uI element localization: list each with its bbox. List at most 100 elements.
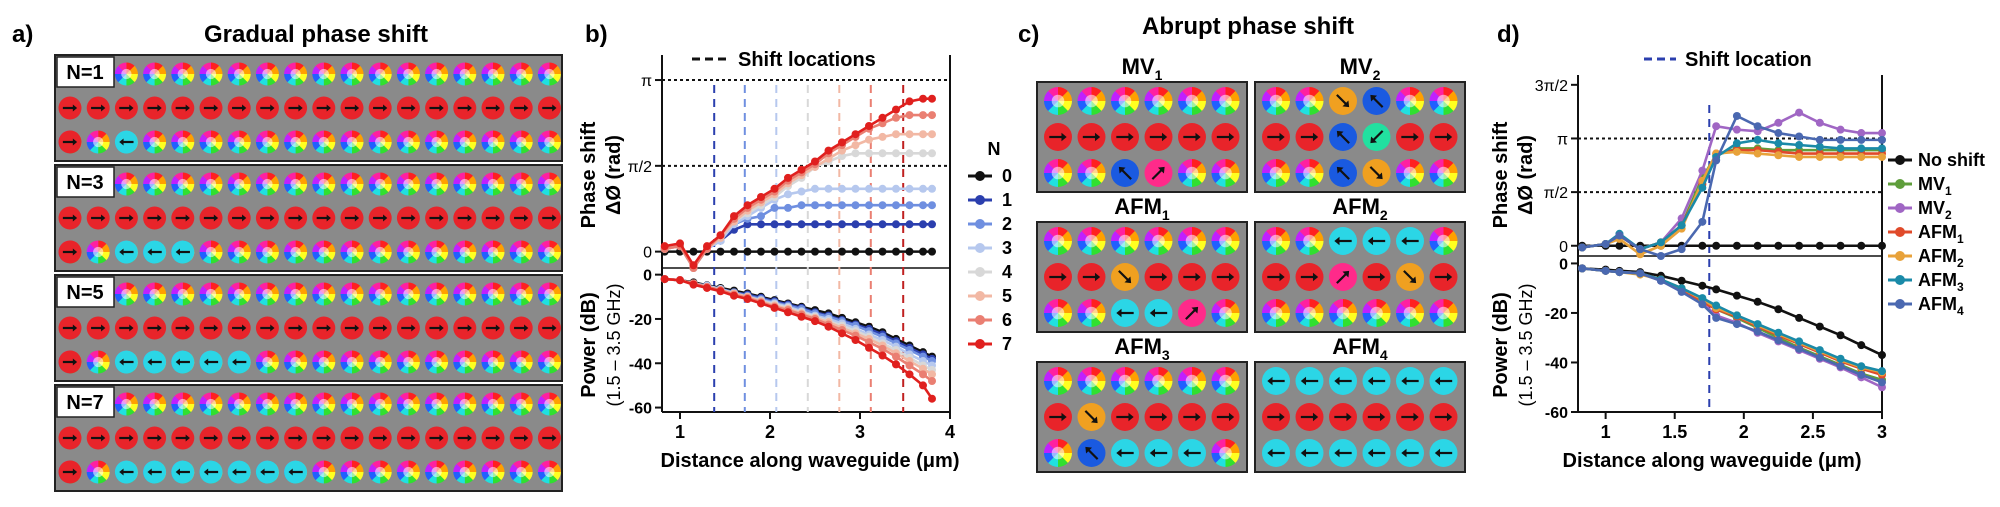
magnetization-cell <box>227 350 251 374</box>
arrowhead-icon <box>213 104 219 112</box>
data-point <box>851 220 860 229</box>
data-point <box>1795 313 1804 322</box>
vortex-core <box>1437 94 1450 108</box>
vortex-core <box>1403 306 1417 320</box>
data-point <box>905 149 914 158</box>
vortex-core <box>459 246 470 258</box>
data-point <box>1836 152 1845 161</box>
data-point <box>1836 125 1845 134</box>
magnetization-cell <box>1396 227 1424 255</box>
magnetization-cell <box>255 426 279 450</box>
vortex-core <box>516 68 527 80</box>
data-point <box>1601 266 1610 275</box>
data-point <box>878 247 887 256</box>
chart-b-legend-title: Shift locations <box>738 49 876 71</box>
data-point <box>1677 287 1686 296</box>
vortex-core <box>375 356 386 368</box>
vortex-core <box>205 68 217 80</box>
data-point <box>743 247 752 256</box>
vortex-core <box>262 178 273 190</box>
legend-label-main: AFM <box>1918 270 1957 290</box>
data-point <box>905 97 914 106</box>
magnetization-cell <box>143 350 167 374</box>
legend-label-sub: 4 <box>1957 304 1964 318</box>
data-point <box>1774 151 1783 160</box>
grid-title-sub: 2 <box>1380 207 1388 223</box>
spin-block: N=7 <box>54 384 563 492</box>
y-tick-label: -60 <box>629 401 652 418</box>
vortex-core <box>1370 306 1383 320</box>
arrowhead-icon <box>439 104 444 112</box>
magnetization-cell <box>255 96 279 120</box>
data-point <box>865 201 873 210</box>
data-point <box>797 247 806 256</box>
magnetization-cell <box>509 206 533 230</box>
data-point <box>892 130 900 139</box>
legend-label: AFM3 <box>1918 270 1964 294</box>
legend-label: 7 <box>1002 334 1012 354</box>
chart-d-phase-ylabel-2: ΔØ (rad) <box>1515 135 1537 215</box>
data-point <box>730 247 738 256</box>
magnetization-cell <box>453 316 477 340</box>
grid-title-main: AFM <box>1332 334 1380 359</box>
data-point <box>1698 281 1707 290</box>
vortex-core <box>234 136 245 148</box>
grid-title: MV1 <box>1122 54 1163 83</box>
vortex-core <box>1152 374 1165 388</box>
vortex-core <box>149 178 160 190</box>
vortex-core <box>1269 306 1283 320</box>
vortex-core <box>346 178 358 190</box>
series-line <box>1581 148 1882 251</box>
arrowhead-icon <box>129 214 134 222</box>
magnetization-cell <box>1329 159 1357 187</box>
data-point <box>892 201 900 210</box>
magnetization-cell <box>1429 439 1458 467</box>
y-tick-label: 0 <box>1559 256 1568 273</box>
data-point <box>1795 132 1804 141</box>
data-point <box>1774 241 1783 250</box>
series-line <box>1581 147 1882 251</box>
data-point <box>928 201 936 210</box>
magnetization-cell <box>114 460 138 484</box>
vortex-core <box>93 136 104 148</box>
series-line <box>1582 267 1883 389</box>
magnetization-cell <box>1111 159 1139 187</box>
magnet-grid: AFM2 <box>1254 194 1466 333</box>
x-tick-label: 1 <box>1601 422 1611 442</box>
vortex-core <box>1303 166 1316 180</box>
legend-label-main: AFM <box>1918 294 1957 314</box>
magnetization-cell <box>368 206 392 230</box>
vortex-core <box>1303 94 1316 108</box>
legend-label-main: AFM <box>1918 222 1957 242</box>
data-point <box>1857 370 1866 379</box>
y-tick-label: π <box>641 73 652 90</box>
vortex-core <box>487 68 499 80</box>
magnetization-cell <box>1429 123 1458 151</box>
legend-marker-icon <box>1895 179 1905 189</box>
magnetization-cell <box>171 240 195 264</box>
magnetization-cell <box>1178 439 1206 467</box>
vortex-core <box>290 356 301 368</box>
data-point <box>1774 328 1783 337</box>
vortex-core <box>121 178 132 190</box>
magnetization-cell <box>1144 263 1173 291</box>
vortex-core <box>375 136 386 148</box>
data-point <box>811 157 819 166</box>
magnetization-cell <box>1295 403 1324 431</box>
magnetization-cell <box>1077 123 1106 151</box>
vortex-core <box>262 246 273 258</box>
vortex-core <box>346 246 358 258</box>
data-point <box>878 184 887 193</box>
legend-label-sub: 2 <box>1945 208 1952 222</box>
magnetization-cell <box>199 426 223 450</box>
data-point <box>1857 152 1866 161</box>
data-point <box>892 113 900 122</box>
data-point <box>1836 135 1845 144</box>
x-tick-label: 1 <box>675 422 685 442</box>
magnetization-cell <box>58 460 82 484</box>
legend-marker-icon <box>975 339 985 349</box>
legend-marker-icon <box>1895 227 1905 237</box>
magnetization-cell <box>1178 403 1206 431</box>
chart-d: Shift location Phase shift ΔØ (rad) Powe… <box>1490 49 1985 472</box>
magnetization-cell <box>143 206 167 230</box>
